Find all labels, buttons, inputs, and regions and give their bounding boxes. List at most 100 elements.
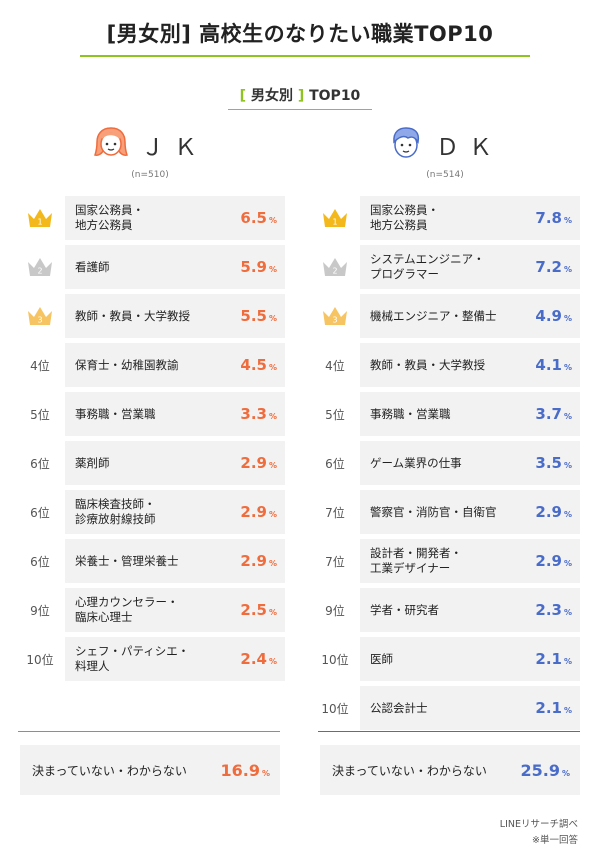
jk-value-number: 5.5 bbox=[240, 307, 267, 325]
jk-rank-label: 4位 bbox=[30, 358, 50, 373]
dk-value: 2.1% bbox=[535, 699, 572, 717]
dk-job-name-line: 警察官・消防官・自衛官 bbox=[370, 504, 497, 519]
jk-undecided-number: 16.9 bbox=[220, 760, 260, 780]
dk-value-unit: % bbox=[563, 363, 572, 372]
svg-text:2: 2 bbox=[332, 267, 337, 276]
subtitle-close-bracket: ] bbox=[297, 88, 305, 104]
dk-undecided-value: 25.9% bbox=[521, 761, 571, 780]
dk-job-name-line: 機械エンジニア・整備士 bbox=[370, 308, 497, 323]
jk-job-name: 心理カウンセラー・ 臨床心理士 bbox=[75, 595, 179, 625]
jk-rank-row: 2 看護師 5.9% bbox=[15, 245, 285, 289]
dk-job-name: 事務職・営業職 bbox=[370, 407, 451, 422]
source-note: LINEリサーチ調べ bbox=[499, 819, 578, 830]
dk-job-card: 学者・研究者 2.3% bbox=[360, 588, 580, 632]
svg-text:3: 3 bbox=[332, 316, 337, 325]
jk-undecided-label: 決まっていない・わからない bbox=[32, 763, 187, 778]
jk-job-card: 保育士・幼稚園教諭 4.5% bbox=[65, 343, 285, 387]
jk-job-name: シェフ・パティシエ・ 料理人 bbox=[75, 644, 189, 674]
dk-job-card: 医師 2.1% bbox=[360, 637, 580, 681]
dk-job-name: システムエンジニア・ プログラマー bbox=[370, 252, 485, 282]
svg-text:3: 3 bbox=[37, 316, 42, 325]
jk-job-name: 臨床検査技師・ 診療放射線技師 bbox=[75, 497, 156, 527]
dk-value-number: 4.9 bbox=[535, 307, 562, 325]
dk-rank-label: 7位 bbox=[325, 554, 345, 569]
dk-rank-label: 7位 bbox=[325, 505, 345, 520]
jk-job-name-line: 臨床心理士 bbox=[75, 610, 133, 624]
dk-rank-label: 4位 bbox=[325, 358, 345, 373]
subtitle-wrap: [ 男女別 ] TOP10 bbox=[0, 85, 600, 110]
jk-value-number: 2.4 bbox=[240, 650, 267, 668]
dk-job-name: 医師 bbox=[370, 652, 393, 667]
svg-text:1: 1 bbox=[332, 218, 337, 227]
jk-value-unit: % bbox=[268, 363, 277, 372]
jk-rank-label: 6位 bbox=[30, 456, 50, 471]
dk-rank-row: 7位 設計者・開発者・ 工業デザイナー 2.9% bbox=[310, 539, 580, 583]
jk-value-unit: % bbox=[268, 608, 277, 617]
dk-value-number: 2.9 bbox=[535, 552, 562, 570]
jk-job-card: 事務職・営業職 3.3% bbox=[65, 392, 285, 436]
girl-face-icon bbox=[93, 125, 129, 165]
jk-value: 5.9% bbox=[240, 258, 277, 276]
jk-job-card: 臨床検査技師・ 診療放射線技師 2.9% bbox=[65, 490, 285, 534]
jk-job-name-line: 心理カウンセラー・ bbox=[75, 595, 179, 609]
dk-rank-row: 3 機械エンジニア・整備士 4.9% bbox=[310, 294, 580, 338]
dk-value-unit: % bbox=[563, 265, 572, 274]
dk-undecided-row: 決まっていない・わからない 25.9% bbox=[320, 745, 580, 795]
jk-value-number: 4.5 bbox=[240, 356, 267, 374]
jk-value-unit: % bbox=[268, 510, 277, 519]
dk-job-card: 事務職・営業職 3.7% bbox=[360, 392, 580, 436]
dk-job-name: 公認会計士 bbox=[370, 701, 428, 716]
jk-job-card: 国家公務員・ 地方公務員 6.5% bbox=[65, 196, 285, 240]
dk-value-unit: % bbox=[563, 706, 572, 715]
dk-job-name-line: システムエンジニア・ bbox=[370, 252, 485, 266]
jk-rank-row: 6位 臨床検査技師・ 診療放射線技師 2.9% bbox=[15, 490, 285, 534]
jk-value-number: 6.5 bbox=[240, 209, 267, 227]
dk-job-name-line: ゲーム業界の仕事 bbox=[370, 455, 462, 470]
jk-value-unit: % bbox=[268, 461, 277, 470]
dk-value-unit: % bbox=[563, 412, 572, 421]
dk-rank-label: 10位 bbox=[321, 701, 349, 716]
jk-job-card: シェフ・パティシエ・ 料理人 2.4% bbox=[65, 637, 285, 681]
jk-rank-label: 6位 bbox=[30, 505, 50, 520]
jk-rows: 1 国家公務員・ 地方公務員 6.5% 2 看護師 5.9% 3 教師・教員・大学教授 5.5% 4… bbox=[15, 196, 285, 681]
jk-job-name: 栄養士・管理栄養士 bbox=[75, 554, 179, 569]
dk-rank-row: 4位 教師・教員・大学教授 4.1% bbox=[310, 343, 580, 387]
jk-sample-size: (n=510) bbox=[131, 170, 169, 180]
jk-job-name: 事務職・営業職 bbox=[75, 407, 156, 422]
dk-value-number: 3.7 bbox=[535, 405, 562, 423]
jk-value-number: 2.9 bbox=[240, 552, 267, 570]
jk-undecided-unit: % bbox=[261, 768, 270, 778]
dk-job-card: 警察官・消防官・自衛官 2.9% bbox=[360, 490, 580, 534]
dk-value: 7.8% bbox=[535, 209, 572, 227]
jk-value: 3.3% bbox=[240, 405, 277, 423]
jk-value-number: 5.9 bbox=[240, 258, 267, 276]
dk-value-number: 2.1 bbox=[535, 650, 562, 668]
jk-job-name-line: 事務職・営業職 bbox=[75, 406, 156, 421]
svg-text:2: 2 bbox=[37, 267, 42, 276]
dk-value: 3.7% bbox=[535, 405, 572, 423]
dk-job-card: 設計者・開発者・ 工業デザイナー 2.9% bbox=[360, 539, 580, 583]
dk-value-unit: % bbox=[563, 216, 572, 225]
jk-job-name: 薬剤師 bbox=[75, 456, 110, 471]
dk-job-card: 国家公務員・ 地方公務員 7.8% bbox=[360, 196, 580, 240]
jk-rank-label: 10位 bbox=[26, 652, 54, 667]
jk-value-number: 3.3 bbox=[240, 405, 267, 423]
jk-value-unit: % bbox=[268, 657, 277, 666]
subtitle-open-bracket: [ bbox=[239, 88, 247, 104]
jk-rank-label: 5位 bbox=[30, 407, 50, 422]
jk-job-name-line: 看護師 bbox=[75, 259, 110, 274]
dk-job-name-line: プログラマー bbox=[370, 267, 439, 281]
jk-rank-row: 10位 シェフ・パティシエ・ 料理人 2.4% bbox=[15, 637, 285, 681]
dk-undecided-unit: % bbox=[561, 768, 570, 778]
dk-label: ＤＫ bbox=[436, 135, 502, 161]
jk-rank-label: 9位 bbox=[30, 603, 50, 618]
jk-value: 2.4% bbox=[240, 650, 277, 668]
dk-job-name-line: 学者・研究者 bbox=[370, 602, 439, 617]
dk-rows: 1 国家公務員・ 地方公務員 7.8% 2 システムエンジニア・ プログラマー 7.2% 3 機械… bbox=[310, 196, 580, 730]
dk-rank-row: 10位 公認会計士 2.1% bbox=[310, 686, 580, 730]
dk-job-name: 警察官・消防官・自衛官 bbox=[370, 505, 497, 520]
jk-job-card: 栄養士・管理栄養士 2.9% bbox=[65, 539, 285, 583]
dk-job-name-line: 事務職・営業職 bbox=[370, 406, 451, 421]
jk-job-name-line: 薬剤師 bbox=[75, 455, 110, 470]
dk-undecided-divider bbox=[318, 731, 580, 732]
